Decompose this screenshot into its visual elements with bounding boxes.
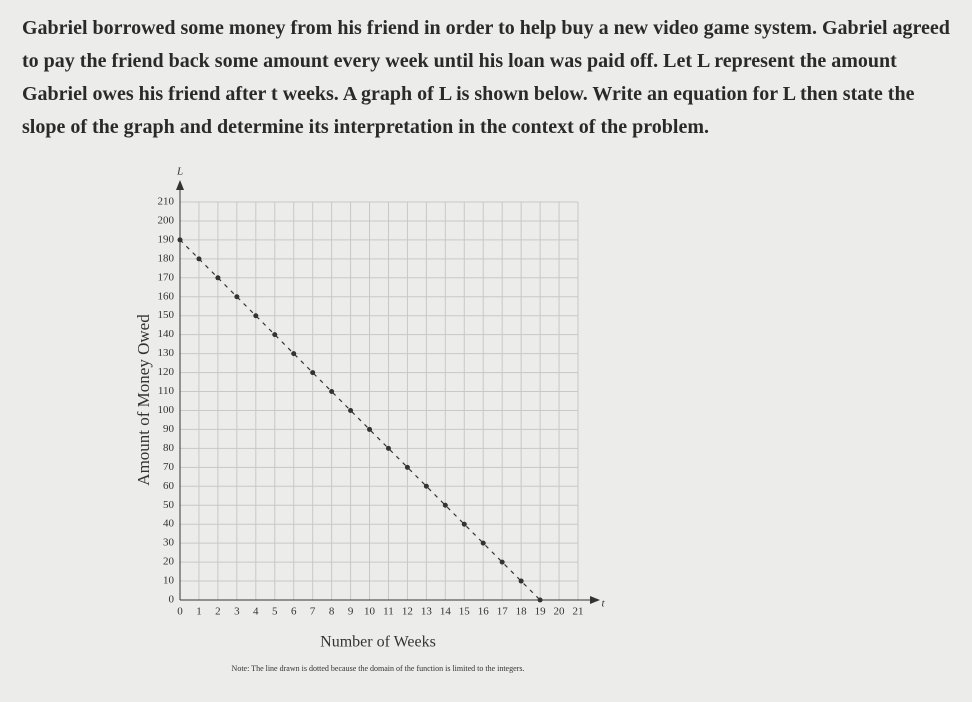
- data-point: [518, 578, 524, 584]
- y-tick-label: 70: [163, 461, 175, 473]
- x-tick-label: 14: [440, 606, 452, 618]
- y-tick-label: 40: [163, 518, 175, 530]
- data-point: [480, 540, 486, 546]
- x-tick-label: 19: [535, 606, 547, 618]
- dotted-line: [179, 239, 541, 601]
- y-tick-label: 50: [163, 499, 175, 511]
- x-tick-label: 0: [177, 606, 183, 618]
- data-point: [404, 464, 410, 470]
- data-point: [385, 445, 391, 451]
- x-tick-label: 16: [478, 606, 490, 618]
- x-tick-label: 11: [383, 606, 394, 618]
- data-point: [442, 502, 448, 508]
- note: Note: The line drawn is dotted because t…: [232, 664, 525, 673]
- x-tick-label: 2: [215, 606, 221, 618]
- x-tick-label: 6: [291, 606, 297, 618]
- data-point: [423, 483, 429, 489]
- data-point: [234, 294, 240, 300]
- x-tick-label: 7: [310, 606, 316, 618]
- y-tick-label: 190: [158, 233, 175, 245]
- question-text: Gabriel borrowed some money from his fri…: [22, 17, 950, 138]
- data-point: [348, 407, 354, 413]
- x-tick-label: 17: [497, 606, 509, 618]
- data-point: [253, 313, 259, 319]
- x-tick-label: 12: [402, 606, 413, 618]
- x-tick-label: 13: [421, 606, 433, 618]
- y-tick-label: 110: [158, 385, 175, 397]
- data-point: [291, 351, 297, 357]
- y-tick-label: 130: [158, 347, 175, 359]
- x-tick-label: 21: [573, 606, 584, 618]
- x-tick-label: 10: [364, 606, 376, 618]
- data-point: [310, 370, 316, 376]
- y-tick-label: 160: [158, 290, 175, 302]
- y-arrow: [176, 180, 184, 190]
- y-tick-label: 200: [158, 214, 175, 226]
- y-tick-label: 0: [169, 594, 175, 606]
- x-tick-label: 18: [516, 606, 528, 618]
- y-tick-label: 60: [163, 480, 175, 492]
- y-tick-label: 80: [163, 442, 175, 454]
- data-point: [499, 559, 505, 565]
- y-tick-label: 140: [158, 328, 175, 340]
- y-tick-label: 10: [163, 575, 175, 587]
- y-tick-label: 170: [158, 271, 175, 283]
- x-axis-symbol: t: [601, 598, 605, 610]
- x-tick-label: 3: [234, 606, 240, 618]
- data-point: [196, 256, 202, 262]
- data-point: [367, 426, 373, 432]
- y-axis-title: Amount of Money Owed: [134, 314, 153, 486]
- x-tick-label: 20: [554, 606, 566, 618]
- y-axis-symbol: L: [176, 166, 183, 178]
- x-tick-label: 5: [272, 606, 278, 618]
- x-axis-title: Number of Weeks: [320, 634, 436, 651]
- data-point: [272, 332, 278, 338]
- y-tick-label: 120: [158, 366, 175, 378]
- y-tick-label: 90: [163, 423, 175, 435]
- x-tick-label: 1: [196, 606, 202, 618]
- x-arrow: [590, 596, 600, 604]
- y-tick-label: 30: [163, 537, 175, 549]
- x-tick-label: 15: [459, 606, 471, 618]
- y-tick-label: 20: [163, 556, 175, 568]
- y-tick-label: 210: [158, 196, 175, 208]
- x-tick-label: 4: [253, 606, 259, 618]
- data-point: [177, 237, 183, 243]
- y-tick-label: 180: [158, 252, 175, 264]
- x-tick-label: 8: [329, 606, 335, 618]
- y-tick-label: 100: [158, 404, 175, 416]
- data-point: [537, 597, 543, 603]
- data-point: [329, 389, 335, 395]
- data-point: [215, 275, 221, 281]
- x-tick-label: 9: [348, 606, 354, 618]
- data-point: [461, 521, 467, 527]
- y-tick-label: 150: [158, 309, 175, 321]
